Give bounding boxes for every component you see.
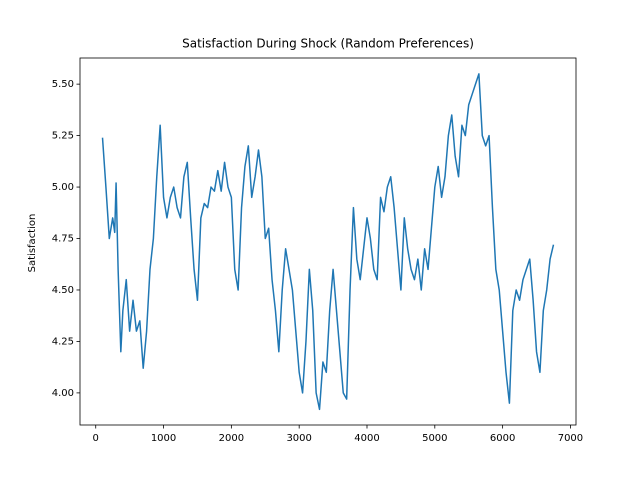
x-tick-label: 6000 [490, 433, 515, 444]
chart-title: Satisfaction During Shock (Random Prefer… [182, 37, 474, 51]
y-tick-label: 4.00 [52, 388, 74, 399]
y-tick-label: 4.25 [52, 336, 74, 347]
x-tick-label: 5000 [422, 433, 447, 444]
y-tick-label: 5.50 [52, 79, 74, 90]
x-tick-label: 3000 [286, 433, 311, 444]
x-tick-label: 2000 [219, 433, 244, 444]
data-line [101, 73, 555, 411]
y-tick-label: 4.75 [52, 234, 74, 245]
y-tick-label: 4.50 [52, 285, 74, 296]
x-tick-label: 4000 [354, 433, 379, 444]
x-tick-label: 0 [93, 433, 99, 444]
y-axis-label: Satisfaction [27, 214, 38, 273]
plot-frame [79, 57, 577, 426]
x-tick-label: 1000 [151, 433, 176, 444]
y-tick-label: 5.25 [52, 131, 74, 142]
x-tick-label: 7000 [558, 433, 583, 444]
y-tick-label: 5.00 [52, 182, 74, 193]
